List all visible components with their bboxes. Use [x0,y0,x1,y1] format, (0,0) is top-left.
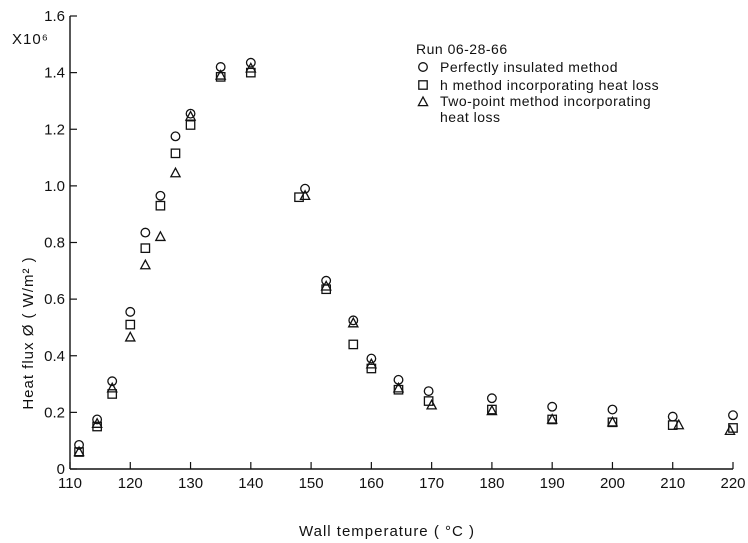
triangle-point-7 [184,110,197,121]
x-tick-label-200: 200 [600,475,625,492]
y-tick-label-8: 1.6 [44,8,65,25]
circle-point-13 [366,353,377,364]
y-tick-label-2: 0.4 [44,348,65,365]
x-tick-label-110: 110 [58,475,82,492]
x-tick-label-120: 120 [118,475,143,492]
x-tick-label-220: 220 [720,475,745,492]
circle-point-2 [107,376,118,387]
square-point-3 [125,319,136,330]
triangle-point-4 [139,258,152,270]
x-tick-label-180: 180 [479,475,504,492]
series-triangle [73,61,736,457]
circle-point-18 [607,404,618,415]
triangle-point-11 [320,280,332,291]
y-tick-label-7: 1.4 [44,65,65,82]
y-tick-label-1: 0.2 [44,404,65,421]
y-tick-label-6: 1.2 [44,121,65,138]
circle-point-5 [155,190,166,201]
triangle-point-15 [425,398,438,410]
triangle-point-1 [91,417,103,428]
y-tick-label-0: 0 [57,461,65,478]
circle-point-4 [140,227,151,238]
legend-label-two-point-method: Two-point method incorporating [440,93,651,109]
triangle-point-12 [347,316,359,328]
x-tick-label-140: 140 [238,475,263,492]
triangle-point-2 [106,381,118,393]
triangle-point-20 [724,424,736,436]
circle-point-10 [300,183,311,194]
circle-point-15 [423,386,434,397]
triangle-point-19 [673,418,685,430]
triangle-point-16 [486,404,498,416]
square-point-8 [215,72,226,82]
circle-point-0 [74,439,84,450]
legend: Run 06-28-66 Perfectly insulated method … [416,41,659,125]
legend-label-h-method: h method incorporating heat loss [440,77,659,93]
ticks: 110 120 130 140 150 160 170 180 190 200 210 220 0 0.2… [44,8,745,492]
legend-label-two-point-method-cont: heat loss [440,109,501,125]
circle-point-7 [185,108,196,119]
legend-marker-circle [418,62,428,72]
circle-point-16 [486,393,497,404]
y-axis-title: Heat flux Ø ( W/m² ) [20,256,37,409]
square-point-4 [140,243,151,254]
legend-marker-triangle [417,95,429,107]
triangle-point-18 [606,415,619,427]
x-tick-label-210: 210 [660,475,685,492]
x-tick-label-170: 170 [419,475,444,492]
x-axis-title: Wall temperature ( °C ) [299,523,475,540]
triangle-point-8 [214,69,227,80]
triangle-point-0 [73,445,85,457]
legend-markers [417,62,429,107]
series-circle [74,57,738,450]
y-tick-label-3: 0.6 [44,291,65,308]
square-point-14 [393,384,404,395]
legend-label-perfectly-insulated: Perfectly insulated method [440,59,618,75]
triangle-point-13 [365,357,378,369]
y-tick-label-4: 0.8 [44,235,65,252]
triangle-point-17 [546,413,558,424]
x-tick-label-130: 130 [178,475,203,492]
square-point-7 [185,120,196,130]
y-multiplier-label: X10⁶ [12,31,49,48]
circle-point-3 [125,306,136,317]
series-square [74,67,738,457]
circle-point-6 [170,131,181,142]
circle-point-1 [92,414,103,425]
circle-point-20 [728,410,738,421]
y-tick-label-5: 1.0 [44,178,65,195]
circle-point-19 [667,411,678,422]
triangle-point-9 [245,61,257,73]
triangle-point-6 [169,166,182,178]
square-point-5 [155,200,166,211]
square-point-12 [348,339,359,350]
square-point-2 [107,389,118,399]
triangle-point-5 [154,230,167,242]
x-tick-label-190: 190 [540,475,565,492]
x-tick-label-160: 160 [359,475,384,492]
triangle-point-3 [124,330,136,342]
square-point-6 [170,148,181,159]
square-point-19 [667,420,678,430]
circle-point-9 [245,57,256,68]
triangle-point-10 [299,189,311,201]
circle-point-12 [348,315,359,326]
square-point-10 [294,192,304,203]
triangle-point-14 [392,381,405,393]
legend-title: Run 06-28-66 [416,41,508,57]
data-markers [73,57,738,457]
circle-point-17 [547,401,558,412]
x-tick-label-150: 150 [299,475,324,492]
legend-marker-square [418,80,428,90]
